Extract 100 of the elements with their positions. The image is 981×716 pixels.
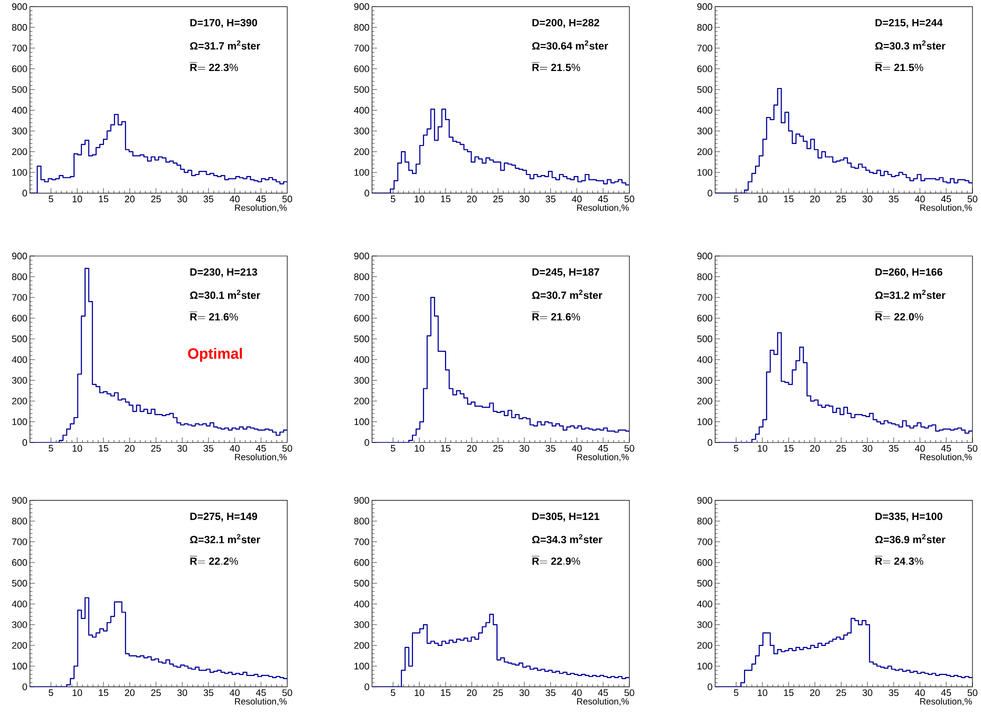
annotation: $\overline{\mathbf{R}}\mathbf{=21.6\%}$	[532, 312, 580, 321]
y-tick-label: 400	[12, 107, 28, 114]
x-tick-label: 50	[968, 689, 978, 696]
x-tick-label: 5	[390, 445, 396, 452]
y-tick-label: 700	[697, 44, 712, 52]
y-tick-label: 200	[697, 398, 712, 405]
x-tick-label: 10	[758, 445, 768, 452]
y-tick-label: 800	[354, 518, 370, 525]
y-tick-label: 200	[12, 398, 28, 405]
y-tick-label: 400	[697, 600, 712, 608]
x-tick-label: 30	[177, 689, 188, 696]
y-tick-label: 0	[708, 684, 712, 690]
x-tick-label: 10	[72, 196, 82, 202]
x-tick-label: 40	[572, 445, 582, 452]
x-axis-title: Resolution,%	[920, 454, 972, 462]
y-tick-label: 100	[698, 662, 712, 670]
x-tick-label: 25	[493, 689, 503, 696]
x-tick-label: 45	[256, 196, 266, 202]
x-tick-label: 30	[862, 196, 872, 202]
y-tick-label: 800	[12, 24, 28, 31]
annotation: $\overline{\mathbf{R}}\mathbf{=22.3\%}$	[190, 62, 238, 72]
text: Ω=36.9 m$^{2}$ster	[875, 534, 946, 544]
x-tick-label: 35	[888, 689, 899, 696]
x-tick-label: 50	[282, 196, 292, 202]
x-tick-label: 15	[441, 689, 450, 696]
x-tick-label: 35	[204, 196, 214, 202]
y-tick-label: 300	[12, 377, 28, 384]
x-tick-label: 50	[624, 196, 634, 202]
y-tick-label: 800	[354, 24, 370, 31]
y-tick-label: 200	[12, 148, 28, 156]
text: Ω=32.1 m$^{2}$ster	[190, 534, 260, 544]
x-tick-label: 40	[914, 689, 925, 696]
y-tick-label: 200	[354, 148, 370, 156]
x-tick-label: 40	[230, 689, 240, 696]
annotation: $\overline{\mathbf{R}}\mathbf{=22.2\%}$	[190, 556, 238, 565]
y-tick-label: 200	[12, 642, 28, 649]
annotation: D=230, H=213	[190, 268, 258, 278]
x-tick-label: 25	[836, 689, 846, 696]
y-tick-label: 800	[697, 518, 712, 525]
y-tick-label: 400	[354, 600, 370, 608]
x-tick-label: 15	[441, 445, 450, 452]
x-axis-title: Resolution,%	[235, 698, 287, 706]
y-tick-label: 900	[697, 3, 712, 10]
y-tick-label: 700	[12, 294, 28, 301]
x-tick-label: 20	[124, 689, 135, 696]
annotation: $\overline{\mathbf{R}}\mathbf{=21.5\%}$	[874, 62, 924, 72]
y-tick-label: 800	[697, 24, 712, 31]
annotation: $\overline{\mathbf{R}}\mathbf{=22.0\%}$	[874, 312, 924, 321]
x-tick-label: 5	[734, 689, 738, 696]
x-tick-label: 50	[282, 689, 292, 696]
annotation: D=275, H=149	[190, 512, 258, 522]
x-tick-label: 10	[414, 689, 424, 696]
y-tick-label: 100	[698, 169, 712, 176]
y-tick-label: 600	[354, 66, 370, 72]
x-tick-label: 15	[98, 196, 108, 202]
y-tick-label: 200	[697, 642, 712, 649]
annotation: D=260, H=166	[876, 268, 942, 278]
y-tick-label: 0	[22, 684, 28, 690]
y-tick-label: 300	[697, 128, 712, 134]
y-tick-label: 800	[12, 273, 28, 280]
y-tick-label: 100	[354, 169, 370, 176]
x-tick-label: 25	[151, 689, 161, 696]
y-tick-label: 400	[12, 600, 28, 608]
x-tick-label: 20	[810, 196, 820, 202]
x-tick-label: 50	[968, 196, 978, 202]
x-axis-title: Resolution,%	[577, 454, 629, 462]
x-tick-label: 40	[914, 445, 925, 452]
x-tick-label: 10	[758, 196, 768, 202]
x-tick-label: 50	[624, 689, 634, 696]
x-tick-label: 25	[836, 445, 846, 452]
y-tick-label: 600	[697, 314, 712, 322]
y-tick-label: 500	[354, 580, 370, 587]
y-tick-label: 600	[354, 314, 370, 322]
x-tick-label: 5	[390, 196, 396, 202]
x-axis-title: Resolution,%	[920, 698, 972, 706]
x-axis-title: Resolution,%	[235, 204, 287, 212]
y-tick-label: 900	[697, 497, 712, 504]
x-tick-label: 30	[862, 445, 872, 452]
x-tick-label: 25	[493, 196, 503, 202]
x-tick-label: 30	[519, 445, 530, 452]
x-tick-label: 15	[98, 445, 108, 452]
y-tick-label: 600	[697, 66, 712, 72]
x-axis-title: Resolution,%	[577, 204, 629, 212]
y-tick-label: 100	[354, 662, 370, 670]
annotation: $\overline{\mathbf{R}}\mathbf{=24.3\%}$	[874, 556, 924, 565]
x-tick-label: 40	[572, 196, 582, 202]
x-tick-label: 30	[519, 196, 530, 202]
y-tick-label: 800	[697, 273, 712, 280]
x-tick-label: 5	[390, 689, 396, 696]
x-tick-label: 45	[256, 445, 266, 452]
y-tick-label: 200	[354, 642, 370, 649]
y-tick-label: 100	[12, 662, 28, 670]
x-tick-label: 25	[493, 445, 503, 452]
y-tick-label: 500	[12, 336, 28, 342]
annotation: D=305, H=121	[532, 512, 600, 522]
annotation: $\overline{\mathbf{R}}\mathbf{=21.6\%}$	[190, 312, 238, 321]
x-tick-label: 20	[467, 196, 477, 202]
x-tick-label: 15	[784, 689, 794, 696]
x-tick-label: 20	[124, 445, 135, 452]
x-tick-label: 20	[810, 445, 820, 452]
